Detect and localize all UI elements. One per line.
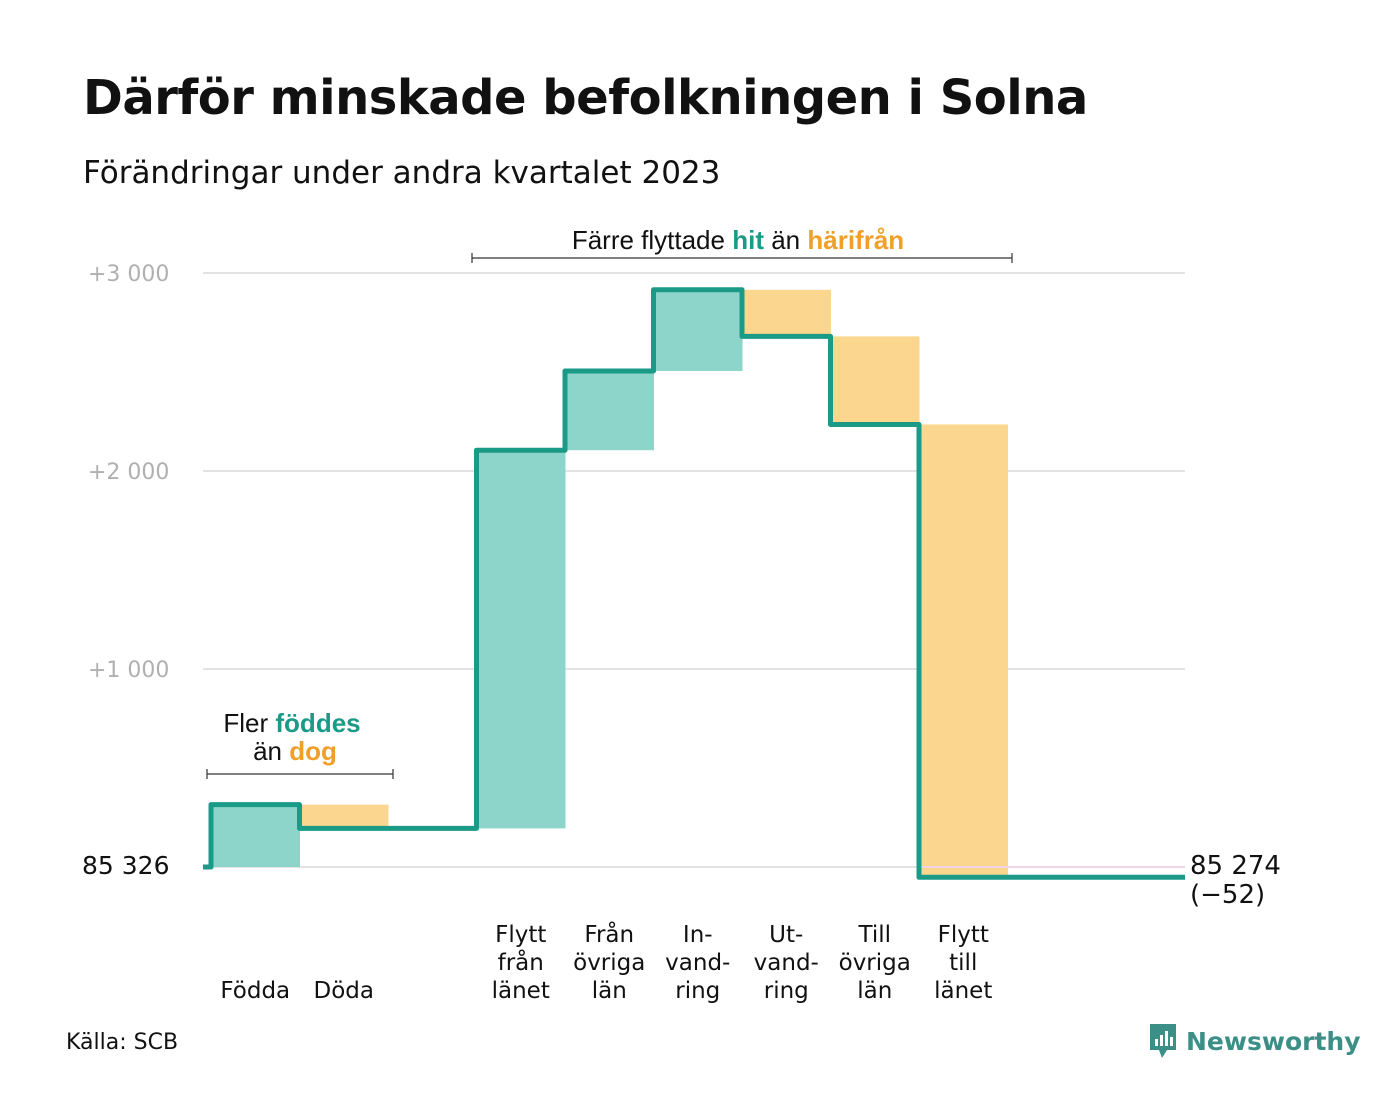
end-value-label: 85 274 [1190,851,1281,881]
cumulative-step-line [203,287,1185,880]
bar-Födda [211,804,300,867]
bar-Ut- vand- ring [742,289,831,337]
bar-Från övriga län [565,371,654,451]
category-label: In- [683,922,713,948]
brand-logo: Newsworthy [1148,1022,1361,1060]
category-label: Till [857,922,891,948]
births-annotation-line2: än dog [253,736,337,766]
bar-Döda [299,804,389,829]
baseline-value-label: 85 326 [82,851,169,880]
chart-title: Därför minskade befolkningen i Solna [83,70,1088,126]
category-label: ring [675,978,720,1004]
source-note: Källa: SCB [66,1030,179,1055]
moves-annotation: Färre flyttade hit än härifrån [471,225,1013,263]
category-label: Ut- [769,922,803,948]
category-label: till [949,950,977,976]
newsworthy-logo-icon [1150,1024,1176,1058]
category-label: övriga [573,950,645,976]
category-label: från [498,948,544,976]
y-tick-label: +2 000 [88,460,169,485]
category-label: länet [934,978,992,1004]
bar-In- vand- ring [653,289,743,372]
category-label: Födda [220,978,290,1004]
category-label: vand- [754,950,819,976]
bar-Flytt till länet [919,424,1008,878]
category-labels: Födda DödaFlyttfrånlänetFrånövrigalänIn-v… [220,920,992,1004]
chart-subtitle: Förändringar under andra kvartalet 2023 [83,155,721,191]
category-label: Flytt [495,922,546,948]
category-label: Från [584,920,634,948]
y-tick-label: +3 000 [88,262,169,287]
end-change-label: (−52) [1190,880,1265,910]
category-label: övriga [839,950,911,976]
category-label: ring [764,978,809,1004]
category-label: Flytt [938,922,989,948]
bars [211,289,1185,878]
births-annotation: Fler föddes än dog [206,708,394,779]
category-label: vand- [665,950,730,976]
brand-name: Newsworthy [1186,1026,1361,1056]
moves-annotation-text: Färre flyttade hit än härifrån [572,225,904,255]
gridlines: +1 000 +2 000 +3 000 [88,262,1185,868]
category-label: län [592,978,627,1004]
step-line [203,287,1185,880]
bar-Till övriga län [830,336,920,425]
y-tick-label: +1 000 [88,658,169,683]
bar-Flytt från länet [476,450,566,829]
births-annotation-line1: Fler föddes [223,708,360,738]
category-label: Döda [314,978,374,1004]
category-label: län [857,978,892,1004]
category-label: länet [492,978,550,1004]
